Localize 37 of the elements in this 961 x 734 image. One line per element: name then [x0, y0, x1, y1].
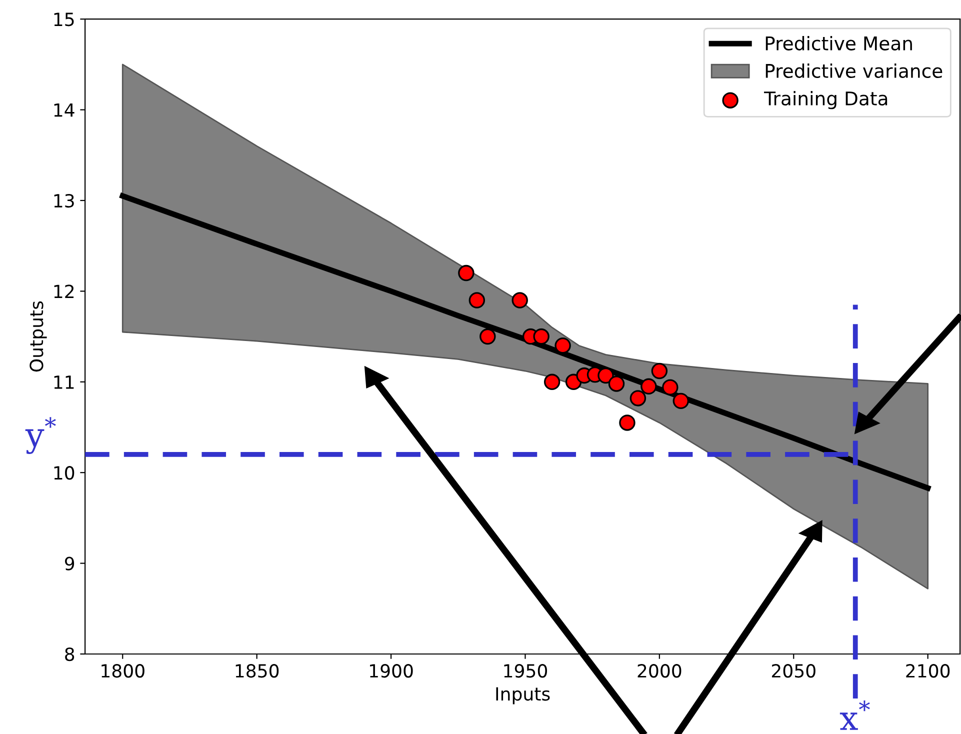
point [651, 362, 668, 380]
point [640, 378, 657, 395]
point [468, 292, 486, 308]
x-tick-label: 1800 [102, 664, 144, 678]
y-tick-label: 15 [54, 12, 74, 26]
point [512, 292, 528, 308]
legend-label: Predictive Mean [766, 36, 912, 50]
y-axis-title: Outputs [30, 301, 47, 372]
point [480, 328, 496, 345]
x-tick-label: 2000 [638, 664, 682, 678]
point [533, 328, 550, 345]
y-tick-label: 9 [64, 556, 74, 570]
x-tick-label: 2050 [772, 664, 816, 678]
x-axis-title: Inputs [496, 687, 550, 704]
point [598, 367, 614, 384]
point [630, 390, 646, 406]
x-tick-label: 1900 [370, 664, 413, 678]
legend-label: Training Data [764, 91, 888, 110]
y-tick-label: 12 [54, 284, 74, 298]
point [458, 264, 474, 282]
y-tick-label: 14 [54, 103, 74, 117]
y-tick-label: 13 [54, 194, 74, 208]
legend-label: Predictive variance [766, 63, 942, 78]
point [544, 374, 560, 390]
point [662, 379, 678, 396]
y-tick-label: 10 [54, 466, 74, 480]
x-tick-label: 1850 [236, 664, 279, 678]
y-tick-label: 11 [54, 376, 74, 389]
point [554, 337, 571, 354]
point [619, 414, 636, 431]
point [672, 392, 690, 410]
ref-line-label: x$^{*}$ [840, 700, 870, 730]
x-tick-label: 1950 [504, 664, 548, 678]
ref-line-label: y$^{*}$ [25, 417, 56, 454]
point [608, 376, 625, 392]
y-tick-label: 8 [65, 647, 74, 662]
x-tick-label: 2100 [906, 664, 950, 678]
